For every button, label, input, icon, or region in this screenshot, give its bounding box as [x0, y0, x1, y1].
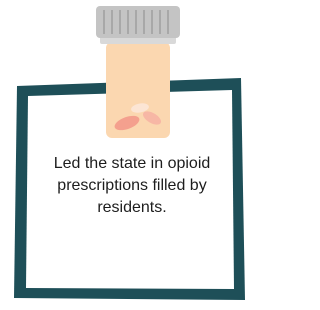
- caption: Led the state in opioid prescriptions fi…: [32, 153, 232, 219]
- page: Led the state in opioid prescriptions fi…: [0, 0, 253, 310]
- bottle-body: [106, 42, 170, 138]
